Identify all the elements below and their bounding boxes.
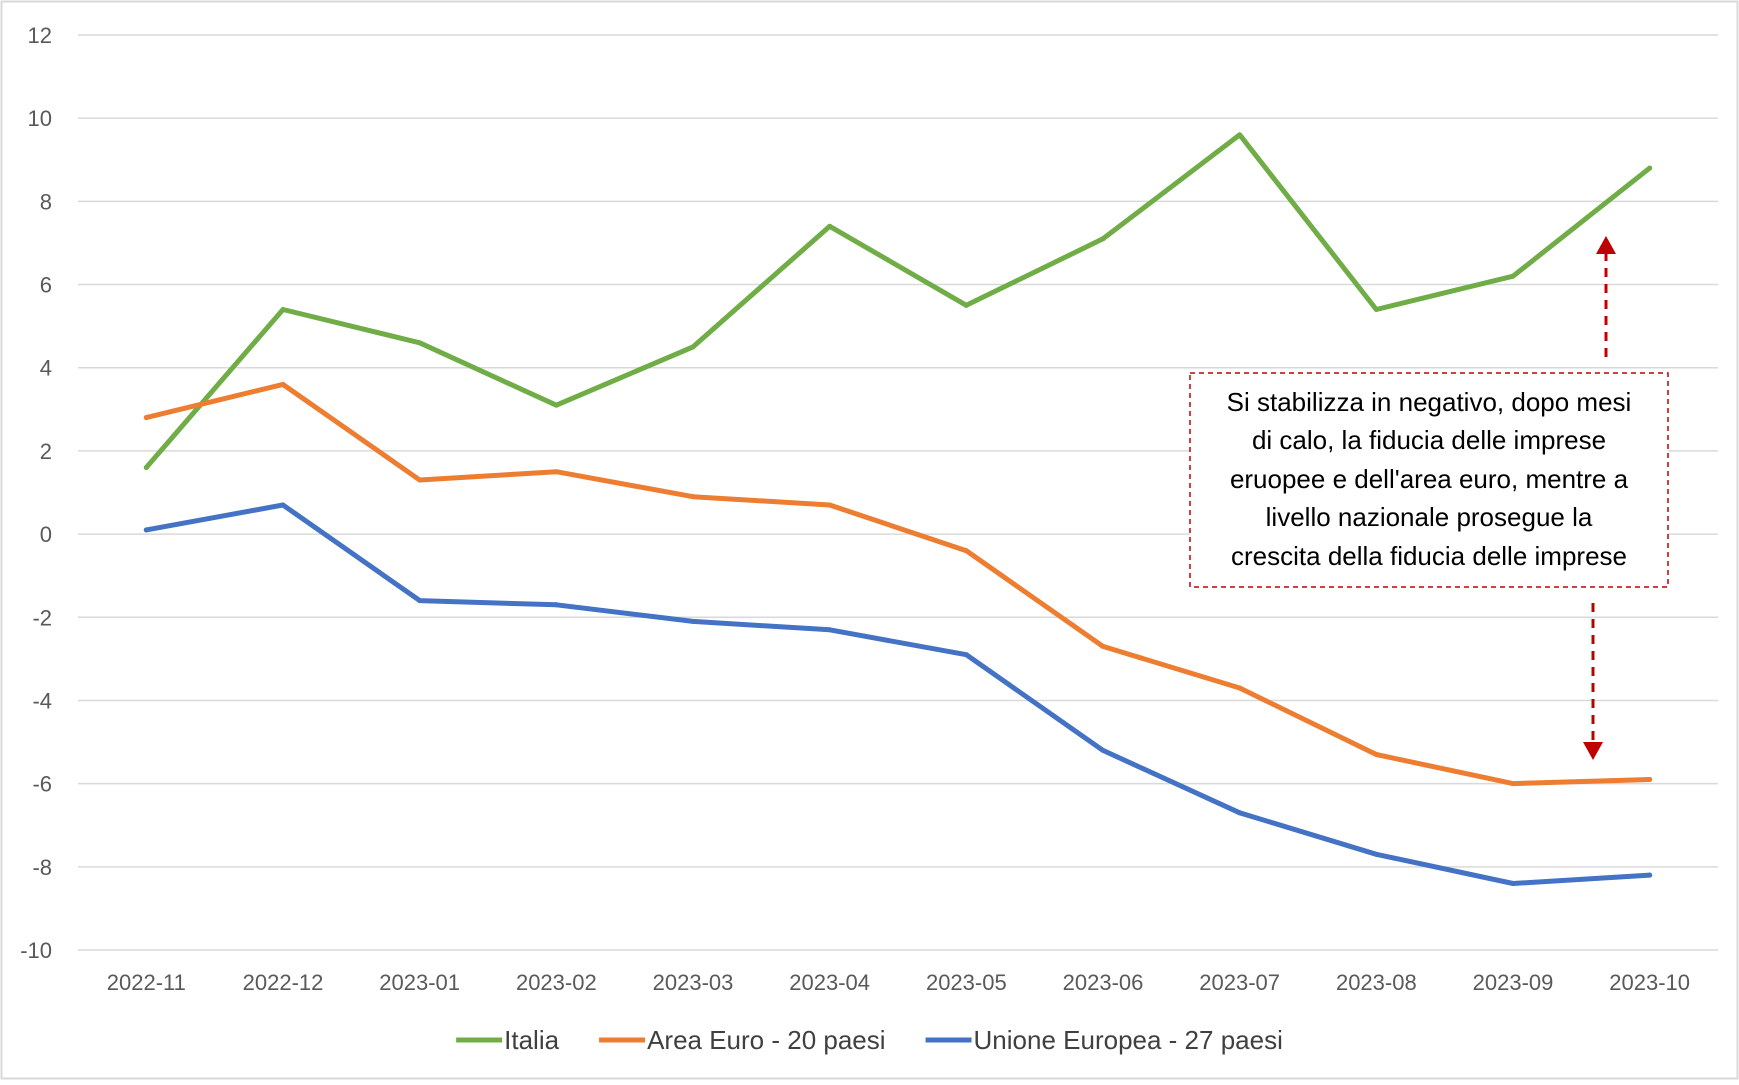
x-tick-label: 2023-09 <box>1473 970 1554 995</box>
annotation-line-5: crescita della fiducia delle imprese <box>1231 541 1627 571</box>
y-tick-label: 4 <box>40 356 52 381</box>
data-point <box>143 415 149 421</box>
legend-label: Area Euro - 20 paesi <box>647 1025 885 1055</box>
annotation-line-1: Si stabilizza in negativo, dopo mesi <box>1227 387 1632 417</box>
data-point <box>417 340 423 346</box>
x-tick-label: 2023-03 <box>653 970 734 995</box>
data-point <box>1373 752 1379 758</box>
data-point <box>553 602 559 608</box>
y-axis-tick-labels: 12 10 8 6 4 2 0 -2 -4 -6 -8 -10 <box>20 23 52 963</box>
data-point <box>690 344 696 350</box>
data-point <box>1510 880 1516 886</box>
y-tick-label: -8 <box>32 855 52 880</box>
data-point <box>827 502 833 508</box>
data-point <box>690 618 696 624</box>
data-point <box>963 652 969 658</box>
data-point <box>280 502 286 508</box>
data-point <box>1373 307 1379 312</box>
data-point <box>1647 872 1653 878</box>
y-tick-label: -2 <box>32 605 52 630</box>
legend-label: Italia <box>504 1025 559 1055</box>
x-tick-label: 2023-05 <box>926 970 1007 995</box>
series-line-1 <box>143 381 1653 787</box>
annotation-line-4: livello nazionale prosegue la <box>1266 502 1593 532</box>
x-tick-label: 2023-01 <box>379 970 460 995</box>
annotation-line-3: eruopee e dell'area euro, mentre a <box>1230 464 1629 494</box>
data-point <box>690 494 696 500</box>
y-tick-label: 12 <box>28 23 52 48</box>
data-point <box>1510 273 1516 279</box>
series-line-2 <box>143 502 1653 886</box>
x-tick-label: 2023-07 <box>1199 970 1280 995</box>
legend-item: Italia <box>456 1025 560 1055</box>
data-point <box>1237 132 1243 138</box>
y-tick-label: 2 <box>40 439 52 464</box>
x-tick-label: 2023-10 <box>1609 970 1690 995</box>
data-point <box>280 307 286 312</box>
y-tick-label: -6 <box>32 772 52 797</box>
legend: Italia Area Euro - 20 paesi Unione Europea… <box>456 1025 1283 1055</box>
x-tick-label: 2023-06 <box>1063 970 1144 995</box>
y-tick-label: -4 <box>32 688 52 713</box>
legend-item: Unione Europea - 27 paesi <box>925 1025 1283 1055</box>
y-tick-label: 0 <box>40 522 52 547</box>
annotation-arrow-up-head <box>1596 236 1616 254</box>
data-point <box>1237 810 1243 816</box>
data-point <box>1237 685 1243 691</box>
y-tick-label: 8 <box>40 189 52 214</box>
x-tick-label: 2022-12 <box>243 970 324 995</box>
data-point <box>827 627 833 633</box>
annotation-arrow-down-head <box>1583 742 1603 760</box>
data-point <box>963 548 969 554</box>
data-point <box>417 598 423 604</box>
data-point <box>963 302 969 308</box>
x-tick-label: 2023-02 <box>516 970 597 995</box>
data-point <box>1373 851 1379 857</box>
data-point <box>143 527 149 533</box>
data-point <box>1647 165 1653 171</box>
legend-label: Unione Europea - 27 paesi <box>974 1025 1283 1055</box>
data-point <box>143 465 149 471</box>
data-point <box>1647 776 1653 782</box>
annotation-box <box>1189 372 1669 588</box>
data-point <box>1100 747 1106 753</box>
annotation: Si stabilizza in negativo, dopo mesi di … <box>1189 236 1669 760</box>
y-tick-label: -10 <box>20 938 52 963</box>
data-point <box>1100 236 1106 242</box>
y-tick-label: 10 <box>28 106 52 131</box>
data-point <box>1510 781 1516 787</box>
data-point <box>553 402 559 408</box>
annotation-line-2: di calo, la fiducia delle imprese <box>1252 425 1606 455</box>
legend-item: Area Euro - 20 paesi <box>599 1025 886 1055</box>
x-tick-label: 2022-11 <box>107 970 186 995</box>
data-point <box>553 469 559 475</box>
data-point <box>1100 643 1106 649</box>
x-axis-tick-labels: 2022-11 2022-12 2023-01 2023-02 2023-03 2023-… <box>107 970 1690 995</box>
x-tick-label: 2023-08 <box>1336 970 1417 995</box>
series-line-0 <box>143 132 1653 470</box>
x-tick-label: 2023-04 <box>789 970 870 995</box>
data-point <box>827 223 833 229</box>
series-lines <box>143 132 1653 886</box>
data-point <box>417 477 423 483</box>
y-tick-label: 6 <box>40 273 52 298</box>
data-point <box>280 381 286 387</box>
